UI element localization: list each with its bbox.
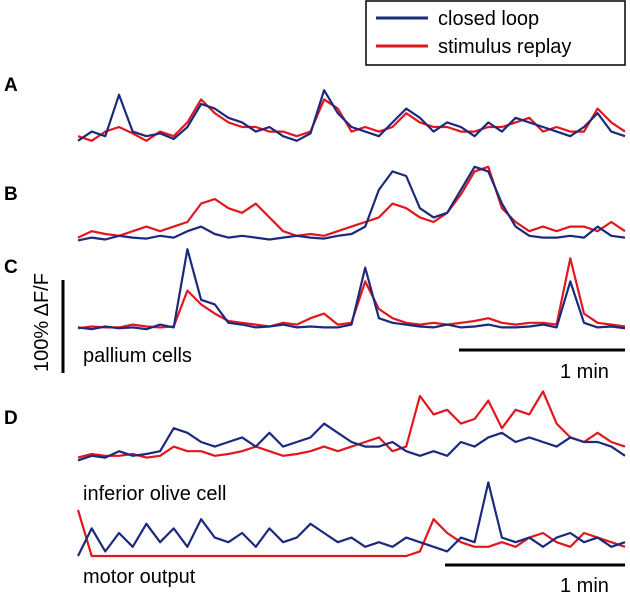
trace-b-stimulus-replay [77,165,626,239]
caption-motor-output: motor output [83,566,196,588]
legend-box [365,0,626,66]
trace-b-closed-loop [77,165,626,242]
trace-c-stimulus-replay [77,257,626,330]
caption-inferior-olive-cell: inferior olive cell [83,483,226,505]
panel-label-a: A [4,75,18,96]
traces [76,89,626,558]
trace-d-stimulus-replay [77,390,626,459]
legend: closed loop stimulus replay [365,0,626,66]
legend-label-closed-loop: closed loop [438,8,539,30]
scale-bar-time-top-label: 1 min [560,361,609,383]
trace-c-closed-loop [77,248,626,331]
panel-label-c: C [4,257,18,278]
caption-pallium-cells: pallium cells [83,345,192,367]
trace-d-closed-loop [77,422,626,462]
scale-bar-time-bottom-label: 1 min [560,575,609,597]
trace-motor-stimulus-replay [76,509,626,558]
trace-a-closed-loop [77,89,626,142]
scale-bar-vertical-label: 100% ΔF/F [31,273,53,372]
trace-a-stimulus-replay [77,98,626,142]
panel-label-d: D [4,408,18,429]
legend-label-stimulus-replay: stimulus replay [438,36,571,58]
panel-label-b: B [4,184,18,205]
trace-motor-closed-loop [77,481,626,557]
